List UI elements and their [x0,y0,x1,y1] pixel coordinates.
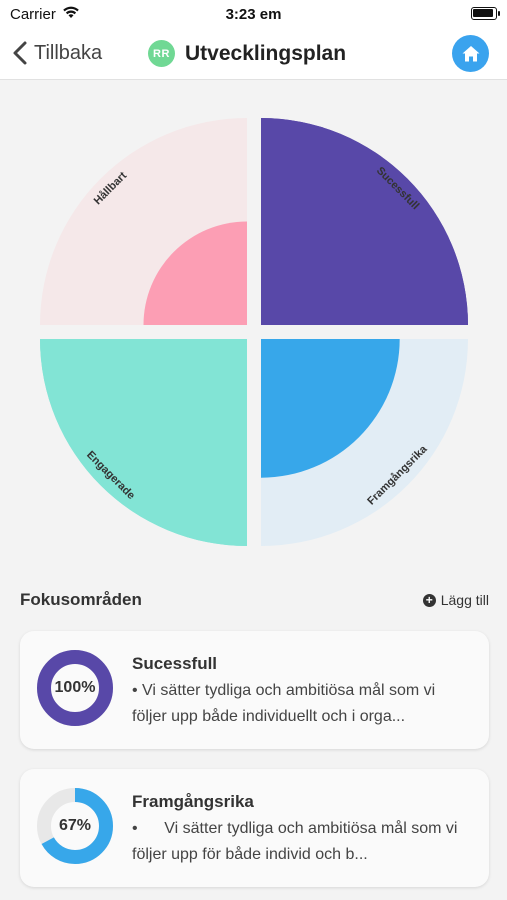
home-button[interactable] [452,35,489,72]
progress-percent: 100% [54,679,96,696]
page-title: Utvecklingsplan [185,41,347,65]
progress-ring-fill [37,788,113,864]
progress-percent: 67% [58,817,92,834]
focus-chart: Sucessfull Framgångsrika Engagerade Hållbar… [40,118,468,546]
progress-ring-graphic [37,788,113,864]
section-title: Fokusområden [20,590,142,609]
back-button[interactable]: Tillbaka [10,38,102,68]
add-focus-button[interactable]: + Lägg till [422,592,489,608]
card-title: Framgångsrika [132,792,254,811]
chart-segment-h-llbart[interactable] [143,221,248,326]
polar-chart: SucessfullFramgångsrikaEngageradeHållbar… [40,118,468,546]
carrier-label: Carrier [10,6,56,23]
nav-bar: Tillbaka RR Utvecklingsplan [0,28,507,80]
progress-ring-graphic [37,650,113,726]
home-icon [462,45,479,61]
focus-card-framgangsrika[interactable]: 67% Framgångsrika • Vi sätter tydliga oc… [20,769,489,887]
card-description: • Vi sätter tydliga och ambitiösa mål so… [132,820,462,863]
chart-segment-engagerade[interactable] [40,339,247,546]
chart-segment-framg-ngsrika[interactable] [261,339,400,478]
card-description: • Vi sätter tydliga och ambitiösa mål so… [132,682,440,725]
clock: 3:23 em [225,6,282,23]
chevron-left-icon [13,41,27,65]
plus-circle-icon: + [422,593,436,607]
add-label: Lägg till [440,592,489,608]
status-bar: Carrier 3:23 em [0,0,507,28]
title-group: RR Utvecklingsplan [148,40,346,67]
focus-card-sucessfull[interactable]: 100% Sucessfull • Vi sätter tydliga och … [20,631,489,749]
card-title: Sucessfull [132,654,218,673]
back-label: Tillbaka [34,41,103,64]
avatar: RR [148,40,175,67]
progress-ring: 100% [36,649,114,727]
chart-segment-sucessfull[interactable] [261,118,468,325]
wifi-icon [62,5,80,24]
battery-icon [471,7,500,20]
progress-ring-fill [37,650,113,726]
progress-ring: 67% [36,787,114,865]
focus-section-header: Fokusområden + Lägg till [20,590,489,612]
